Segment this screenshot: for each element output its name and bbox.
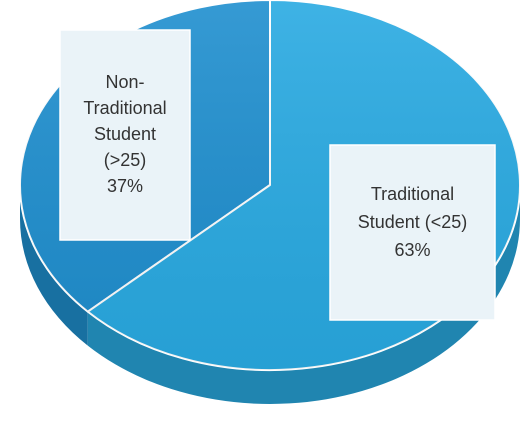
pie-slice-side (87, 185, 520, 405)
slice-value-label: 37% (107, 176, 143, 196)
slice-label-line: Student (94, 124, 156, 144)
data-label-box (329, 144, 496, 321)
pie-slice-side (20, 185, 88, 346)
slice-label-line: (>25) (104, 150, 147, 170)
slice-label-line: Traditional (371, 184, 454, 204)
pie-side-layer (20, 185, 520, 405)
slice-label-line: Non- (105, 72, 144, 92)
slice-value-label: 63% (394, 240, 430, 260)
pie-label-layer: Non- Traditional Student (>25) 37% Traditiona… (59, 29, 496, 321)
slice-label-line: Traditional (83, 98, 166, 118)
slice-label-line: Student (<25) (358, 212, 468, 232)
data-label-box (59, 29, 191, 241)
